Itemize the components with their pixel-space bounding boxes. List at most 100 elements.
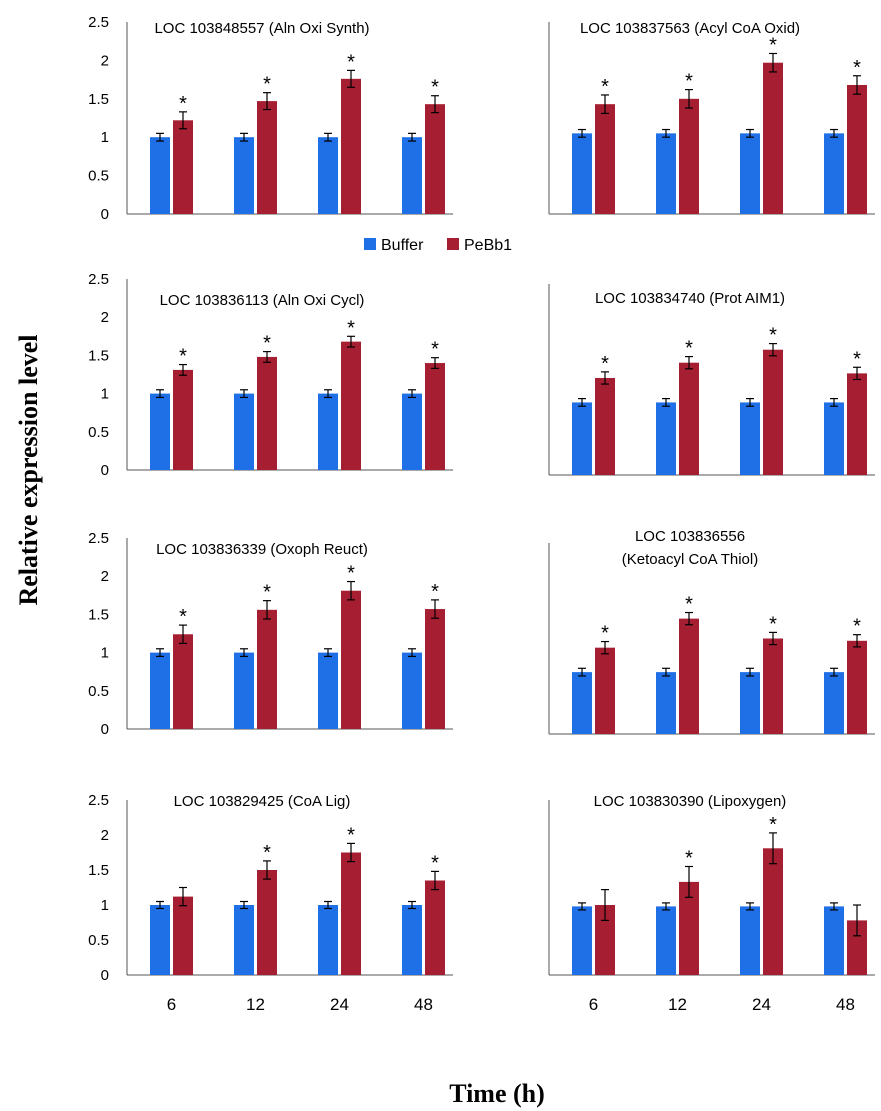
- chart-panel-2: LOC 103837563 (Acyl CoA Oxid)* ***: [548, 20, 875, 215]
- significance-star: *: [431, 852, 439, 874]
- panel-title: LOC 103837563 (Acyl CoA Oxid): [580, 20, 800, 37]
- panel-title: LOC 103836339 (Oxoph Reuct): [156, 541, 368, 558]
- x-tick-label: 48: [836, 995, 855, 1014]
- significance-star: *: [601, 353, 609, 375]
- bar-buffer-24h: [318, 393, 338, 470]
- significance-star: *: [431, 77, 439, 99]
- y-tick-label: 0.5: [88, 683, 109, 700]
- panel-title: LOC 103848557 (Aln Oxi Synth): [154, 20, 369, 37]
- bar-buffer-48h: [824, 906, 844, 975]
- y-tick-label: 2: [101, 52, 109, 69]
- y-tick-label: 0: [101, 206, 109, 223]
- chart-panels: LOC 103848557 (Aln Oxi Synth) 0 0.5 1 1.5 2 2.…: [88, 14, 875, 1014]
- bar-buffer-6h: [150, 905, 170, 975]
- y-axis-label: Relative expression level: [14, 334, 43, 605]
- significance-star: *: [347, 824, 355, 846]
- y-tick-label: 2.5: [88, 792, 109, 809]
- x-axis-label: Time (h): [449, 1079, 545, 1108]
- bar-buffer-12h: [234, 652, 254, 729]
- bar-pebb1-24h: [763, 638, 783, 734]
- y-tick-label: 2: [101, 309, 109, 326]
- bar-buffer-48h: [402, 137, 422, 214]
- bar-buffer-6h: [572, 133, 592, 214]
- y-tick-label: 1: [101, 645, 109, 662]
- bar-buffer-24h: [740, 402, 760, 475]
- significance-star: *: [769, 325, 777, 347]
- bar-buffer-12h: [234, 393, 254, 470]
- bar-pebb1-48h: [425, 609, 445, 729]
- bar-pebb1-48h: [425, 880, 445, 975]
- bar-pebb1-24h: [763, 349, 783, 475]
- significance-star: *: [685, 594, 693, 616]
- bar-pebb1-12h: [679, 618, 699, 734]
- significance-star: *: [347, 563, 355, 585]
- y-tick-label: 2: [101, 568, 109, 585]
- legend-swatch-buffer: [364, 238, 376, 250]
- y-tick-label: 1.5: [88, 347, 109, 364]
- chart-panel-3: LOC 103836113 (Aln Oxi Cycl) 0 0.5 1 1.5 2 2.5…: [88, 271, 453, 479]
- chart-panel-7: LOC 103829425 (CoA Lig) 0 0.5 1 1.5 2 2.5 6 * 12 *…: [88, 792, 453, 1014]
- chart-panel-5: LOC 103836339 (Oxoph Reuct) 0 0.5 1 1.5 2 2.5 *…: [88, 530, 453, 738]
- bar-buffer-12h: [656, 402, 676, 475]
- panel-title: LOC 103836113 (Aln Oxi Cycl): [160, 292, 365, 309]
- x-tick-label: 12: [668, 995, 687, 1014]
- bar-pebb1-12h: [257, 870, 277, 975]
- bar-buffer-48h: [402, 652, 422, 729]
- panel-title: LOC 103829425 (CoA Lig): [174, 793, 351, 810]
- bar-buffer-24h: [318, 652, 338, 729]
- panel-title: (Ketoacyl CoA Thiol): [622, 551, 758, 568]
- bar-buffer-12h: [656, 133, 676, 214]
- bar-buffer-48h: [824, 402, 844, 475]
- bar-pebb1-48h: [847, 373, 867, 475]
- bar-buffer-6h: [150, 393, 170, 470]
- significance-star: *: [347, 317, 355, 339]
- bar-buffer-12h: [656, 672, 676, 734]
- bar-buffer-48h: [824, 672, 844, 734]
- y-tick-label: 0: [101, 462, 109, 479]
- bar-buffer-48h: [402, 393, 422, 470]
- bar-pebb1-12h: [257, 356, 277, 470]
- x-tick-label: 48: [414, 995, 433, 1014]
- y-tick-label: 0.5: [88, 932, 109, 949]
- y-tick-label: 1.5: [88, 91, 109, 108]
- significance-star: *: [853, 348, 861, 370]
- y-tick-label: 2.5: [88, 14, 109, 31]
- y-tick-label: 1: [101, 386, 109, 403]
- bar-pebb1-12h: [257, 609, 277, 729]
- bar-pebb1-24h: [341, 852, 361, 975]
- chart-panel-1: LOC 103848557 (Aln Oxi Synth) 0 0.5 1 1.5 2 2.…: [88, 14, 453, 223]
- legend-swatch-pebb1: [447, 238, 459, 250]
- y-tick-label: 1.5: [88, 862, 109, 879]
- bar-buffer-12h: [656, 906, 676, 975]
- significance-star: *: [685, 71, 693, 93]
- y-tick-label: 1: [101, 129, 109, 146]
- significance-star: *: [263, 842, 271, 864]
- bar-buffer-24h: [740, 133, 760, 214]
- significance-star: *: [431, 581, 439, 603]
- significance-star: *: [263, 582, 271, 604]
- bar-pebb1-12h: [257, 101, 277, 214]
- x-tick-label: 24: [752, 995, 771, 1014]
- bar-pebb1-12h: [679, 362, 699, 475]
- legend: Buffer PeBb1: [364, 237, 512, 254]
- significance-star: *: [179, 93, 187, 115]
- bar-pebb1-24h: [341, 341, 361, 470]
- bar-buffer-6h: [572, 906, 592, 975]
- bar-buffer-24h: [740, 672, 760, 734]
- x-tick-label: 6: [589, 995, 598, 1014]
- bar-pebb1-48h: [847, 84, 867, 214]
- bar-buffer-6h: [150, 652, 170, 729]
- bar-buffer-24h: [318, 137, 338, 214]
- bar-buffer-48h: [402, 905, 422, 975]
- bar-pebb1-6h: [595, 377, 615, 475]
- y-tick-label: 2: [101, 827, 109, 844]
- legend-label-buffer: Buffer: [381, 237, 424, 254]
- bar-buffer-12h: [234, 137, 254, 214]
- bar-pebb1-48h: [425, 104, 445, 214]
- bar-pebb1-48h: [847, 640, 867, 734]
- bar-pebb1-24h: [763, 848, 783, 975]
- bar-pebb1-48h: [425, 363, 445, 470]
- x-tick-label: 12: [246, 995, 265, 1014]
- significance-star: *: [685, 338, 693, 360]
- significance-star: *: [769, 34, 777, 56]
